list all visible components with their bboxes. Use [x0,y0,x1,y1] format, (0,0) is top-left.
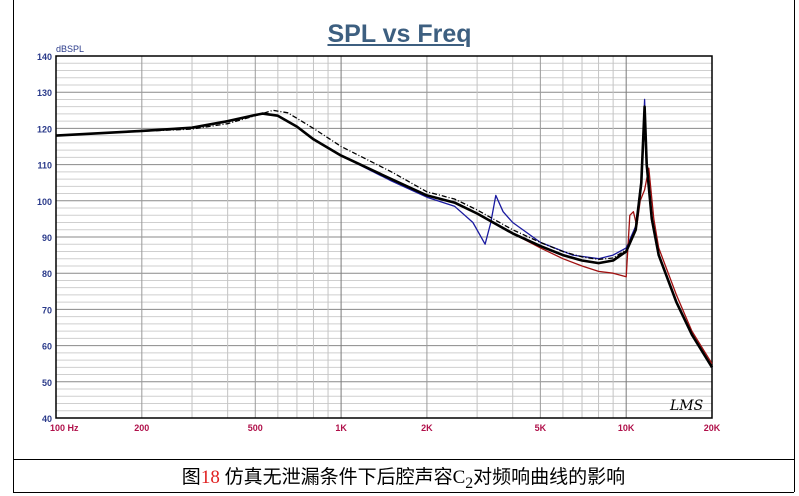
plot-area [55,55,713,419]
caption-suffix: 对频响曲线的影响 [473,467,626,488]
caption-text: 仿真无泄漏条件下后腔声容C [219,467,466,488]
lms-watermark: LMS [669,398,703,414]
figure-caption: 图18 仿真无泄漏条件下后腔声容C2对频响曲线的影响 [13,462,794,493]
x-tick-label: 1K [335,423,347,433]
caption-subscript: 2 [465,474,474,492]
x-tick-label: 20K [704,423,721,433]
caption-number: 18 [200,467,220,488]
x-tick-label: 5K [535,423,547,433]
x-tick-label: 10K [618,423,635,433]
bottom-border [13,492,794,493]
caption-divider [13,459,794,460]
caption-prefix: 图 [181,467,201,488]
x-tick-label: 2K [421,423,433,433]
y-tick-label: 50 [42,378,52,388]
y-tick-label: 130 [37,88,52,98]
y-tick-label: 60 [42,342,52,352]
figure-frame [13,0,795,492]
y-axis-label: dBSPL [56,44,84,54]
y-tick-label: 120 [37,124,52,134]
y-tick-label: 70 [42,305,52,315]
y-tick-label: 90 [42,233,52,243]
y-tick-label: 80 [42,269,52,279]
x-tick-label: 100 Hz [50,423,79,433]
y-tick-label: 140 [37,52,52,62]
spl-chart: 40 50 60 70 80 90 100 110 120 130 140 dBSPL 100 Hz 20… [37,44,721,433]
series-black-solid [55,105,714,368]
y-tick-label: 100 [37,197,52,207]
x-tick-label: 500 [248,423,263,433]
chart-title: SPL vs Freq [327,20,472,48]
x-tick-label: 200 [134,423,149,433]
y-tick-label: 40 [42,414,52,424]
y-tick-label: 110 [37,161,52,171]
